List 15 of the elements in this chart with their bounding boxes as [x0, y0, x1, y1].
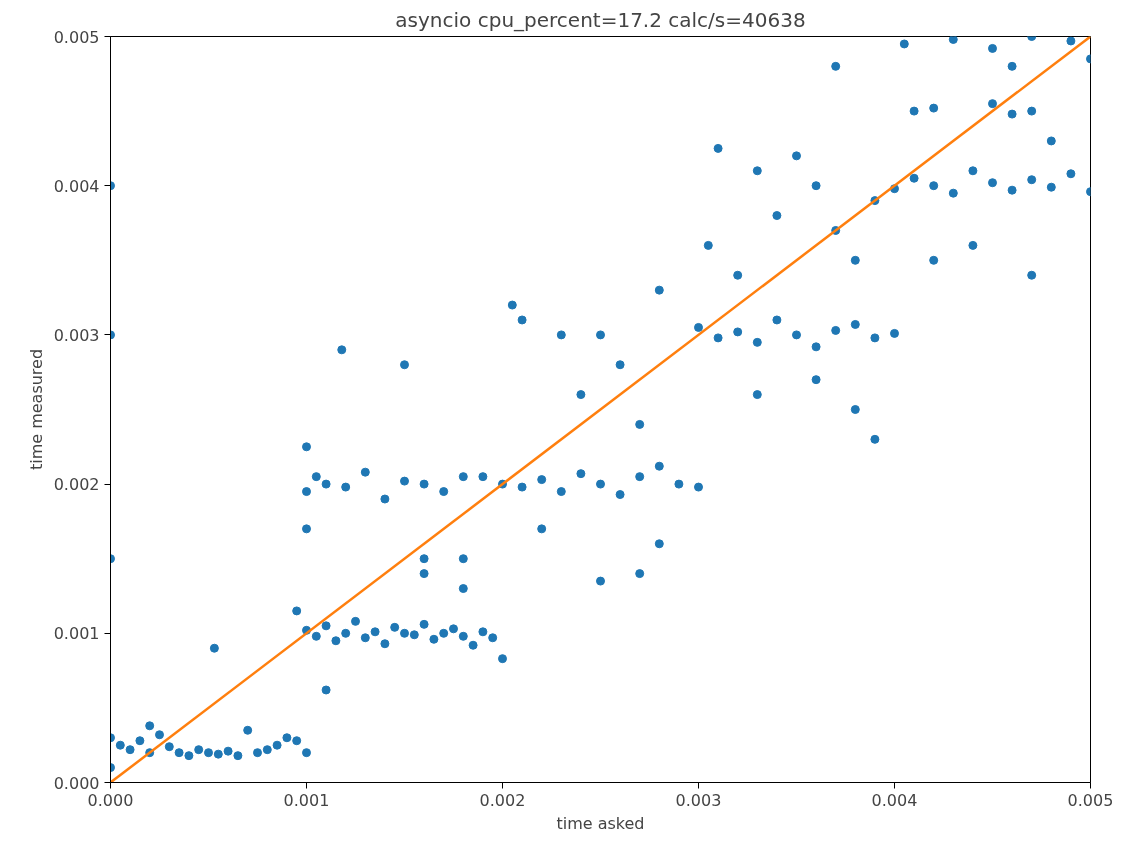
y-tick-label: 0.004 [53, 176, 100, 196]
x-tick-label: 0.005 [1067, 790, 1114, 810]
x-tick-label: 0.004 [871, 790, 918, 810]
x-axis-title: time asked [556, 813, 645, 833]
y-tick-label: 0.000 [53, 773, 100, 793]
y-tick-label: 0.003 [53, 325, 100, 345]
y-tick-label: 0.002 [53, 475, 100, 495]
y-tick-label: 0.001 [53, 624, 100, 644]
chart-title: asyncio cpu_percent=17.2 calc/s=40638 [395, 7, 806, 32]
x-tick-label: 0.002 [479, 790, 526, 810]
x-tick-label: 0.000 [87, 790, 134, 810]
y-axis-title: time measured [26, 348, 46, 471]
x-tick-label: 0.001 [283, 790, 330, 810]
y-tick-label: 0.005 [53, 27, 100, 47]
x-tick-label: 0.003 [675, 790, 722, 810]
